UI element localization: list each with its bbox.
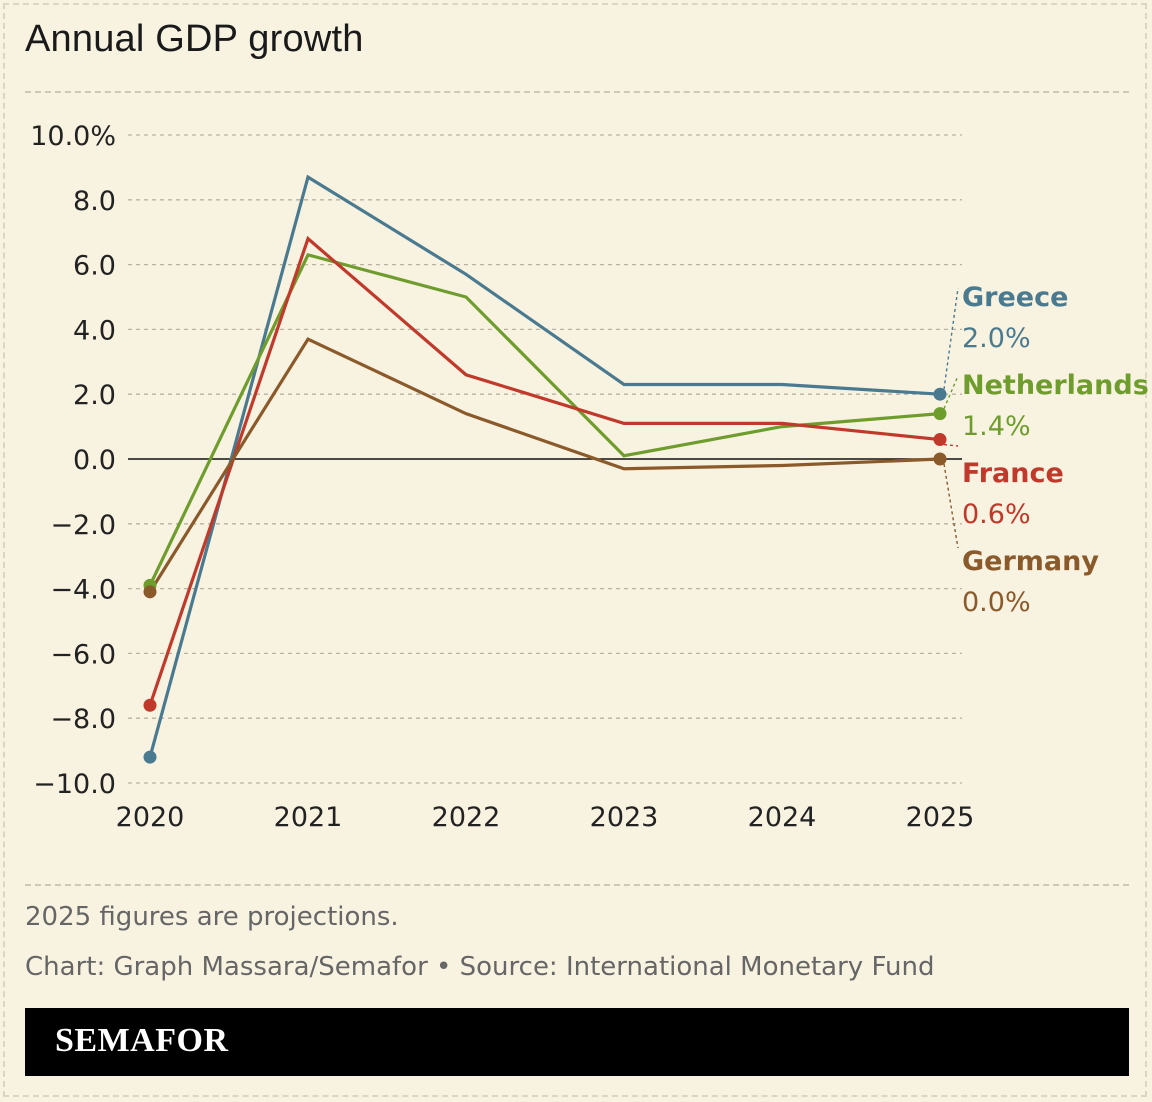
- series-value-netherlands: 1.4%: [962, 411, 1031, 442]
- end-point-netherlands: [933, 407, 947, 421]
- start-point-germany: [143, 585, 157, 599]
- y-tick-label: −10.0: [33, 769, 116, 800]
- y-tick-label: 6.0: [73, 251, 116, 282]
- series-value-france: 0.6%: [962, 499, 1031, 530]
- series-line-netherlands: [148, 252, 941, 587]
- series-line-greece: [148, 174, 941, 758]
- brand-bar: SEMAFOR: [25, 1008, 1129, 1076]
- y-tick-label: −8.0: [50, 704, 116, 735]
- x-tick-label: 2025: [906, 802, 975, 833]
- series-line-france: [148, 235, 941, 706]
- semafor-logo: SEMAFOR: [55, 1022, 229, 1059]
- leader-line: [943, 463, 959, 549]
- chart-title: Annual GDP growth: [25, 18, 364, 60]
- series-label-netherlands: Netherlands: [962, 370, 1149, 401]
- chart-credit: Chart: Graph Massara/Semafor • Source: I…: [25, 952, 935, 982]
- y-tick-label: 2.0: [73, 380, 116, 411]
- x-tick-label: 2020: [116, 802, 185, 833]
- projection-note: 2025 figures are projections.: [25, 902, 399, 932]
- end-point-france: [933, 433, 947, 447]
- y-tick-label: 8.0: [73, 186, 116, 217]
- x-tick-label: 2021: [274, 802, 343, 833]
- line-chart: 10.0% 8.0 6.0 4.0 2.0 0.0 −2.0 −4.0 −6.0 −8.0 −10.…: [30, 121, 1149, 833]
- bottom-divider: [25, 884, 1129, 886]
- leader-line: [943, 287, 959, 390]
- series-value-greece: 2.0%: [962, 323, 1031, 354]
- x-tick-label: 2022: [432, 802, 501, 833]
- x-tick-label: 2023: [590, 802, 659, 833]
- series-value-germany: 0.0%: [962, 587, 1031, 618]
- y-tick-label: −4.0: [50, 575, 116, 606]
- y-tick-label: 10.0%: [30, 121, 116, 152]
- y-tick-label: −6.0: [50, 639, 116, 670]
- y-tick-label: −2.0: [50, 510, 116, 541]
- y-tick-label: 4.0: [73, 315, 116, 346]
- series-label-france: France: [962, 458, 1064, 489]
- top-divider: [25, 91, 1129, 93]
- series-label-germany: Germany: [962, 546, 1099, 577]
- end-point-germany: [933, 452, 947, 466]
- end-point-greece: [933, 387, 947, 401]
- leader-line: [943, 443, 959, 447]
- chart-frame: [3, 3, 1147, 1097]
- x-tick-label: 2024: [748, 802, 817, 833]
- series-label-greece: Greece: [962, 282, 1068, 313]
- series-line-germany: [148, 337, 941, 593]
- start-point-greece: [143, 750, 157, 764]
- y-tick-label: 0.0: [73, 445, 116, 476]
- start-point-france: [143, 698, 157, 712]
